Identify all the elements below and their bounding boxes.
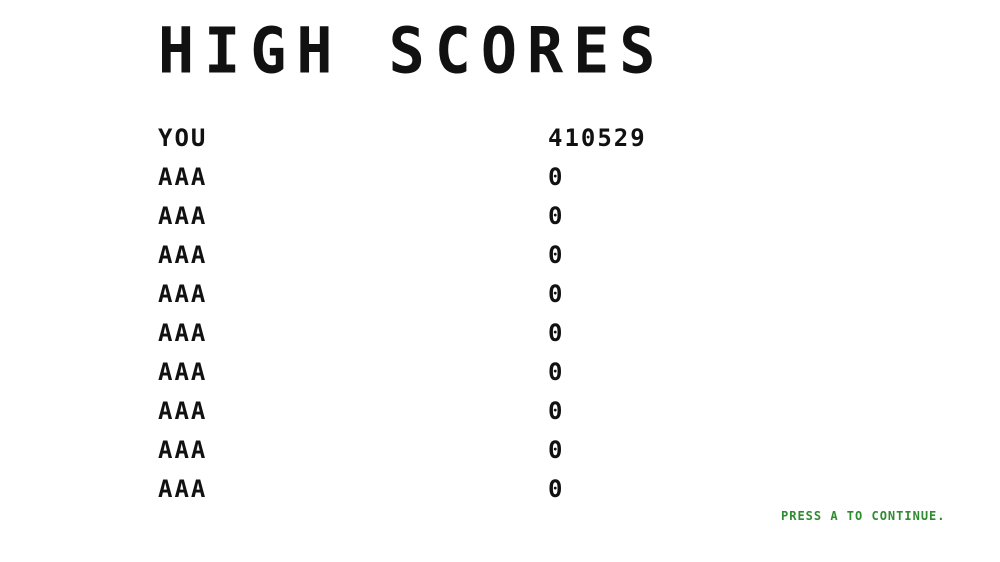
score-row: AAA 0	[158, 280, 718, 319]
score-row: AAA 0	[158, 358, 718, 397]
score-row: AAA 0	[158, 202, 718, 241]
score-row: AAA 0	[158, 241, 718, 280]
player-score: 0	[548, 163, 565, 191]
continue-prompt[interactable]: PRESS A TO CONTINUE.	[781, 509, 946, 523]
player-score: 0	[548, 436, 565, 464]
player-score: 0	[548, 358, 565, 386]
player-name: AAA	[158, 280, 208, 308]
score-row: AAA 0	[158, 397, 718, 436]
player-score: 0	[548, 397, 565, 425]
player-score: 0	[548, 319, 565, 347]
player-name: AAA	[158, 319, 208, 347]
player-name: AAA	[158, 397, 208, 425]
player-name: AAA	[158, 358, 208, 386]
player-name: AAA	[158, 475, 208, 503]
player-name: AAA	[158, 163, 208, 191]
high-scores-title: HIGH SCORES	[158, 14, 666, 89]
score-row: AAA 0	[158, 319, 718, 358]
score-row: AAA 0	[158, 436, 718, 475]
player-score: 0	[548, 241, 565, 269]
player-score: 0	[548, 475, 565, 503]
player-name: AAA	[158, 241, 208, 269]
player-score: 0	[548, 280, 565, 308]
score-list: YOU 410529 AAA 0 AAA 0 AAA 0 AAA 0 AAA 0…	[158, 124, 718, 514]
player-name: AAA	[158, 436, 208, 464]
score-row: YOU 410529	[158, 124, 718, 163]
player-score: 410529	[548, 124, 647, 152]
player-name: AAA	[158, 202, 208, 230]
score-row: AAA 0	[158, 163, 718, 202]
player-name: YOU	[158, 124, 208, 152]
score-row: AAA 0	[158, 475, 718, 514]
player-score: 0	[548, 202, 565, 230]
